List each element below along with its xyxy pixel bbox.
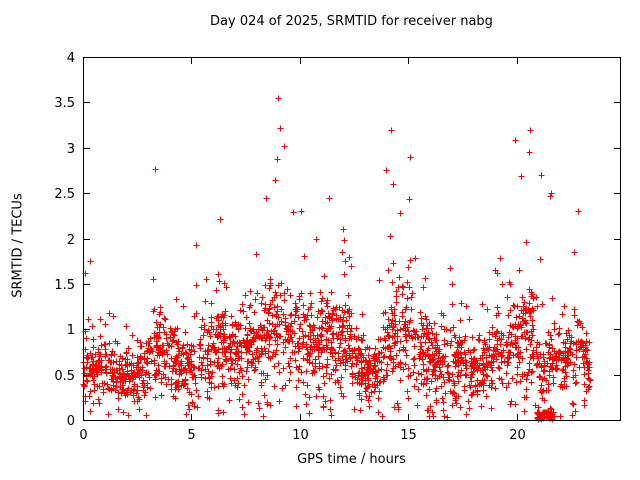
chart-title: Day 024 of 2025, SRMTID for receiver nab… bbox=[210, 14, 493, 29]
y-tick-label: 1 bbox=[67, 323, 75, 338]
y-tick-label: 4 bbox=[67, 51, 75, 66]
y-tick-label: 3 bbox=[67, 142, 75, 157]
plot-border bbox=[83, 57, 621, 421]
x-tick-label: 10 bbox=[292, 428, 309, 443]
x-tick-label: 0 bbox=[79, 428, 87, 443]
axis-ticks bbox=[83, 57, 620, 421]
x-axis-label: GPS time / hours bbox=[297, 452, 406, 467]
y-tick-label: 1.5 bbox=[54, 278, 75, 293]
x-tick-label: 20 bbox=[509, 428, 526, 443]
x-tick-label: 5 bbox=[187, 428, 195, 443]
scatter-points bbox=[80, 95, 594, 423]
x-tick-label: 15 bbox=[400, 428, 417, 443]
y-tick-label: 2 bbox=[67, 233, 75, 248]
y-axis-label: SRMTID / TECUs bbox=[10, 193, 26, 298]
y-tick-label: 3.5 bbox=[54, 96, 75, 111]
y-tick-label: 0.5 bbox=[54, 369, 75, 384]
y-tick-label: 0 bbox=[67, 414, 75, 429]
y-tick-label: 2.5 bbox=[54, 187, 75, 202]
